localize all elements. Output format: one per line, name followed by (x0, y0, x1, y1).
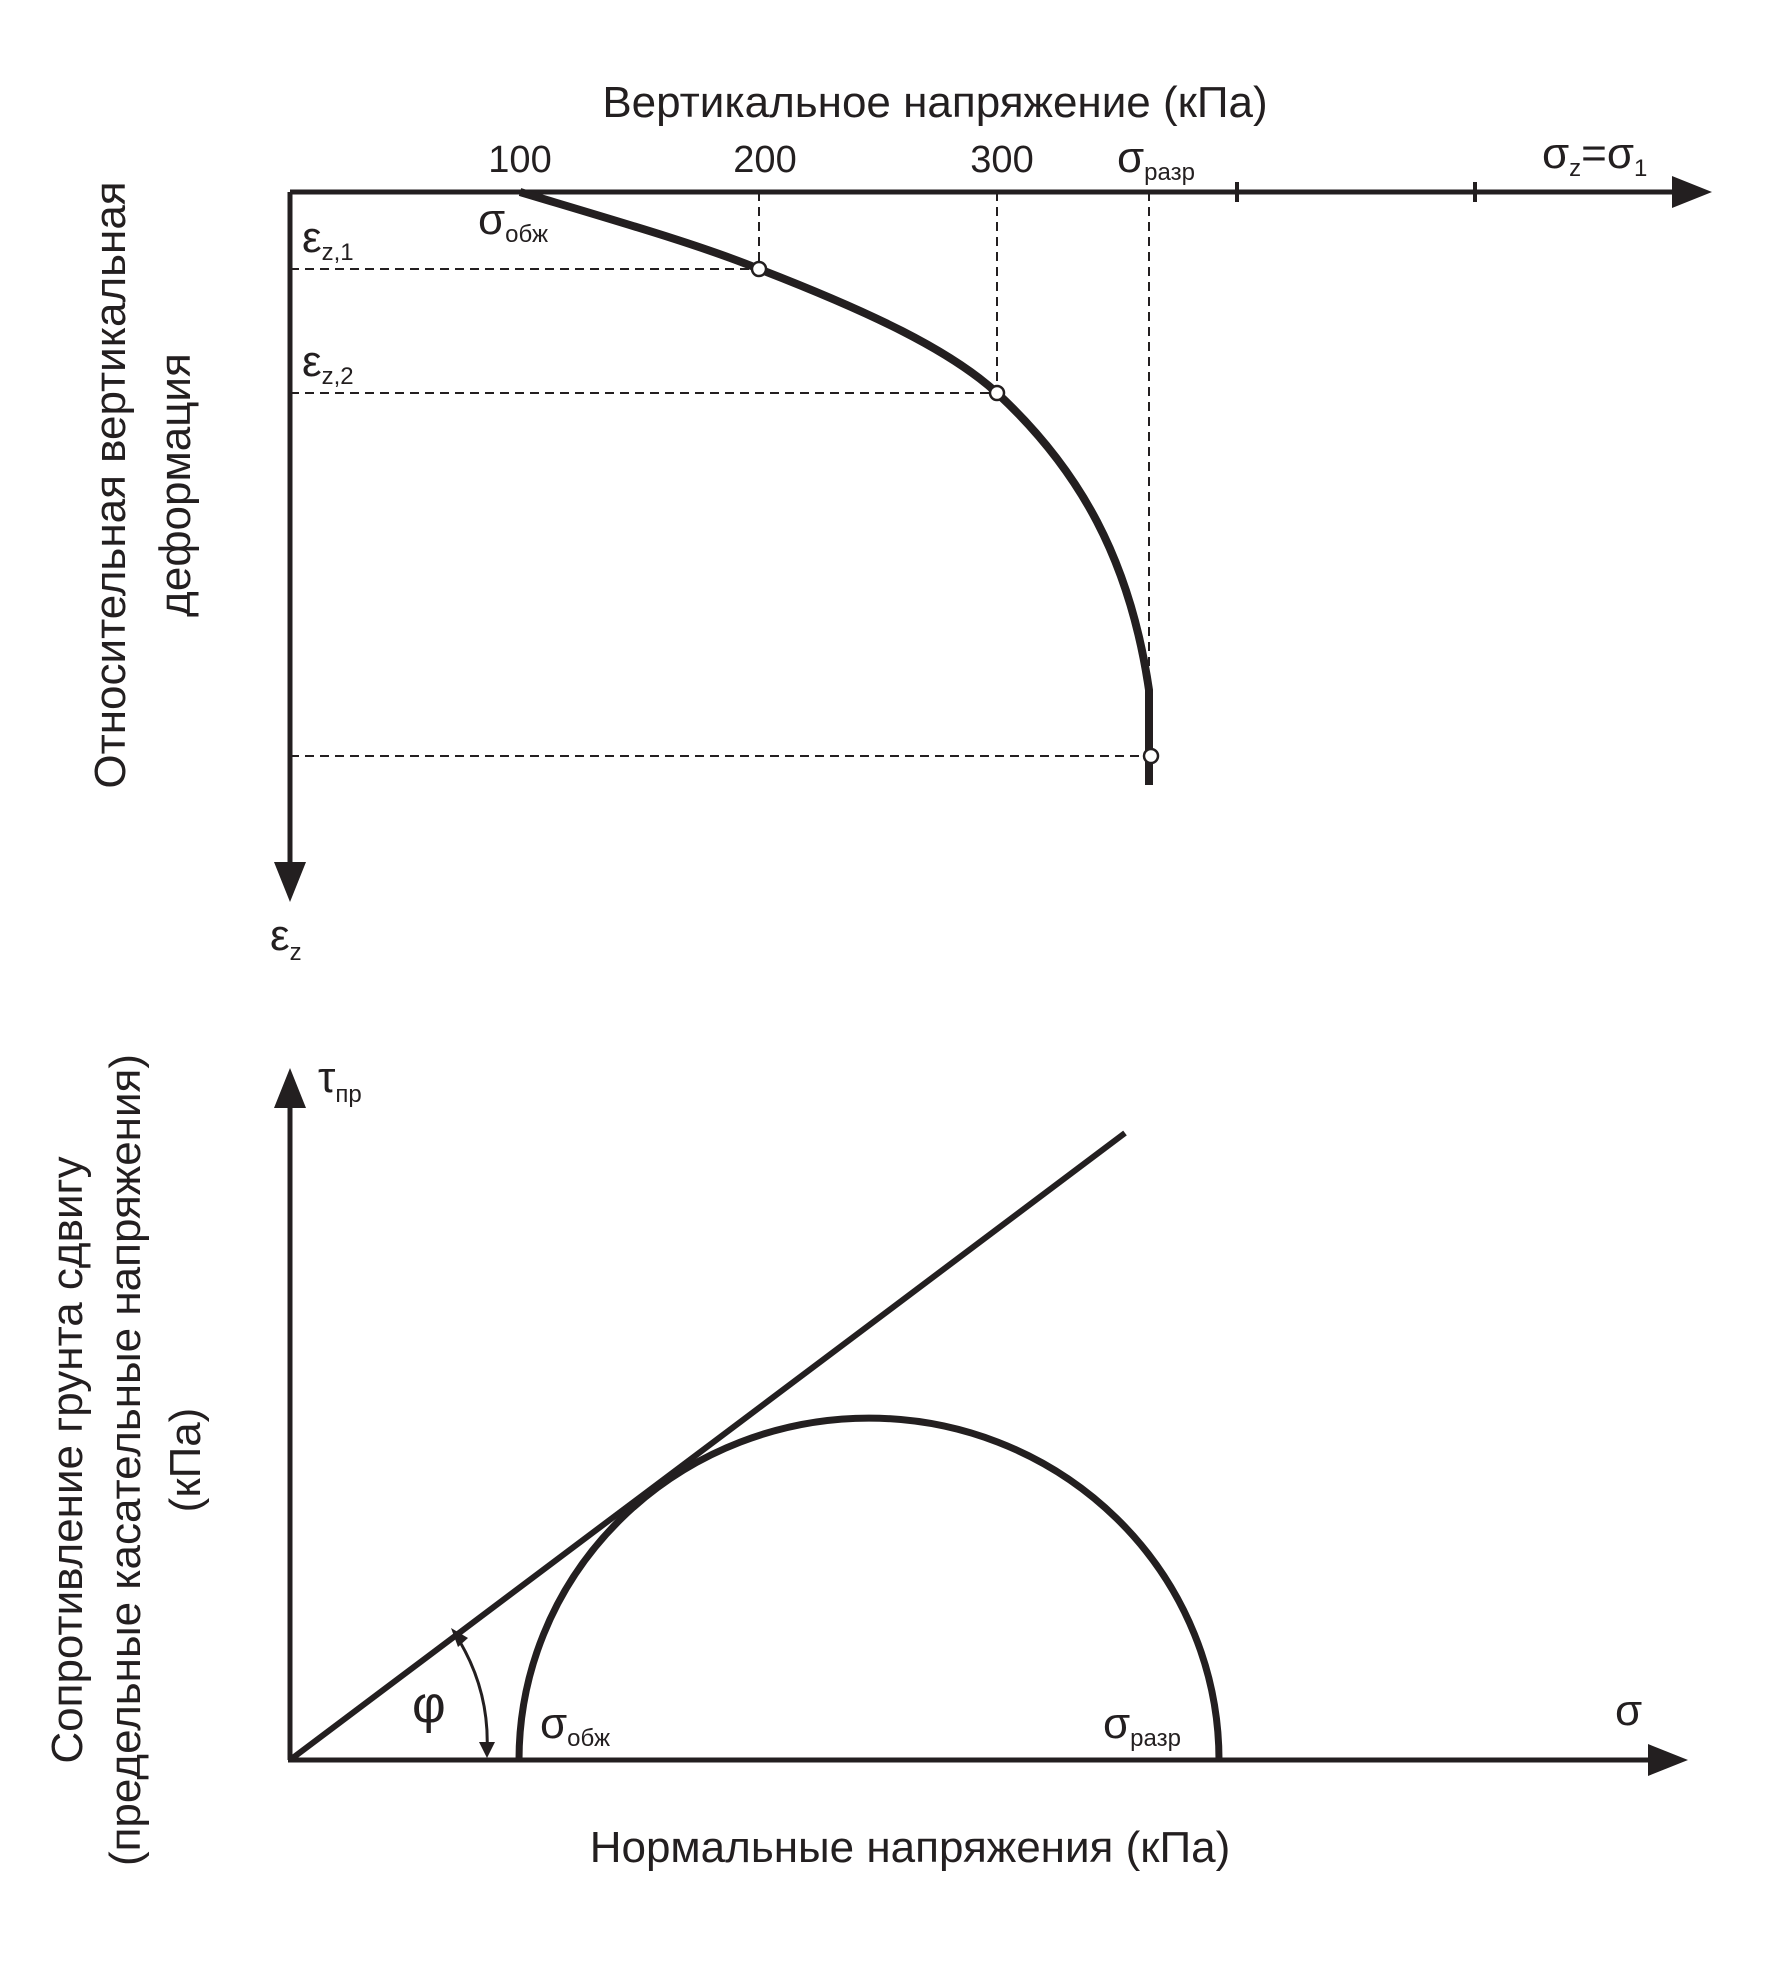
curve-point-2 (988, 384, 1006, 402)
phi-arc-arrow-top (451, 1628, 468, 1647)
bottom-sigma-razr-label: σразр (1103, 1699, 1181, 1752)
bottom-y-axis-title-line1: Сопротивление грунта сдвигу (43, 1156, 92, 1763)
bottom-sigma-obzh-label: σобж (540, 1699, 610, 1752)
top-sigma-obzh-label: σобж (478, 195, 548, 248)
mohr-circle (515, 1414, 1223, 1761)
phi-label: φ (412, 1676, 446, 1734)
bottom-x-axis-arrow (1648, 1744, 1688, 1776)
top-tick-label-100: 100 (488, 139, 551, 181)
coulomb-envelope-line (288, 1130, 1127, 1763)
bottom-chart: τпр σ φ σобж σразр Нормальные напряжения… (43, 1053, 1688, 1872)
top-y-axis-symbol: εz (270, 911, 302, 966)
top-x-axis-arrow (1672, 176, 1712, 208)
top-y-axis-title-line1: Относительная вертикальная (86, 181, 135, 788)
top-y-axis-arrow (274, 862, 306, 902)
top-chart: Вертикальное напряжение (кПа) 100 200 30… (86, 78, 1712, 966)
phi-angle-arc (455, 1636, 489, 1753)
curve-point-failure (1142, 747, 1160, 765)
bottom-y-axis-title-line2: (предельные касательные напряжения) (101, 1054, 150, 1866)
bottom-y-axis-title-line3: (кПа) (161, 1408, 210, 1513)
top-tick-label-300: 300 (970, 139, 1033, 181)
bottom-x-axis-title: Нормальные напряжения (кПа) (590, 1823, 1231, 1872)
top-guide-lines (290, 192, 1150, 757)
top-x-axis-symbol: σz=σ1 (1542, 129, 1647, 182)
curve-point-1 (750, 260, 768, 278)
bottom-y-axis-arrow (274, 1068, 306, 1108)
bottom-sigma-axis-label: σ (1615, 1686, 1642, 1735)
top-eps1-label: εz,1 (302, 213, 354, 266)
top-eps2-label: εz,2 (302, 337, 354, 390)
stress-strain-curve (518, 188, 1153, 785)
phi-arc-arrow-bottom (479, 1742, 495, 1758)
top-sigma-razr-label: σразр (1117, 133, 1195, 186)
top-y-axis-title-line2: деформация (151, 353, 200, 617)
top-x-axis-title: Вертикальное напряжение (кПа) (602, 78, 1267, 127)
top-tick-label-200: 200 (733, 139, 796, 181)
bottom-tau-label: τпр (318, 1053, 362, 1108)
